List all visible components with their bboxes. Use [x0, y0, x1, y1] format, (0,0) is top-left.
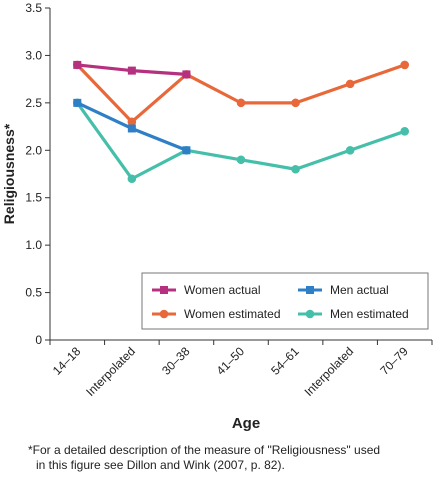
y-tick-labels: 0 0.5 1.0 1.5 2.0 2.5 3.0 3.5	[25, 1, 42, 347]
data-point	[127, 117, 137, 127]
data-point	[345, 145, 355, 155]
legend-label: Women actual	[184, 283, 260, 297]
x-tick-label: 70–79	[377, 344, 411, 378]
data-point	[73, 60, 82, 69]
x-tick-label: Interpolated	[302, 344, 357, 399]
footnote-line-1: *For a detailed description of the measu…	[28, 443, 381, 457]
legend-marker	[306, 286, 314, 294]
legend-marker	[305, 309, 315, 319]
legend-box	[141, 272, 429, 330]
data-point	[73, 98, 82, 107]
data-point	[291, 164, 300, 174]
data-point	[182, 146, 191, 155]
y-tick-label: 2.0	[25, 143, 42, 157]
y-tick-label: 2.5	[25, 96, 42, 110]
y-axis-label: Religiousness*	[1, 123, 17, 224]
x-tick-label: 54–61	[268, 344, 302, 378]
legend-label: Men estimated	[330, 307, 409, 321]
y-tick-label: 1.0	[25, 238, 42, 252]
axis-ticks	[45, 7, 433, 345]
data-point	[127, 66, 136, 75]
data-point	[127, 124, 136, 133]
series-line-women-estimated	[76, 63, 406, 124]
x-tick-label: 14–18	[50, 344, 84, 378]
series-men-actual	[73, 98, 191, 155]
y-tick-label: 3.5	[25, 1, 42, 15]
legend-label: Men actual	[330, 283, 389, 297]
footnote: *For a detailed description of the measu…	[28, 443, 438, 473]
legend-label: Women estimated	[184, 307, 281, 321]
y-tick-label: 1.5	[25, 191, 42, 205]
legend-item-men-actual: Men actual	[298, 283, 389, 297]
series-women-actual	[73, 60, 191, 79]
legend-item-women-actual: Women actual	[152, 283, 260, 297]
data-point	[400, 60, 410, 70]
legend: Women actual Men actual Women estimated Men…	[141, 272, 429, 330]
data-point	[182, 70, 191, 79]
footnote-line-2: in this figure see Dillon and Wink (2007…	[36, 458, 285, 472]
legend-marker	[159, 309, 169, 319]
series-group	[72, 60, 410, 184]
x-tick-label: Interpolated	[83, 344, 138, 399]
y-tick-label: 0	[35, 333, 42, 347]
data-point	[236, 155, 246, 165]
data-point	[291, 98, 300, 108]
line-chart: 14–18 Interpolated 30–38 41–50 54–61 Interpol…	[1, 1, 433, 432]
data-point	[345, 79, 355, 89]
data-point	[127, 174, 137, 184]
y-tick-label: 0.5	[25, 286, 42, 300]
x-tick-labels: 14–18 Interpolated 30–38 41–50 54–61 Interpol…	[50, 344, 411, 399]
legend-item-men-estimated: Men estimated	[298, 307, 409, 321]
x-tick-label: 30–38	[159, 344, 193, 378]
y-tick-label: 3.0	[25, 48, 42, 62]
x-axis-label: Age	[232, 415, 260, 432]
legend-item-women-estimated: Women estimated	[152, 307, 281, 321]
legend-marker	[160, 286, 168, 294]
data-point	[236, 98, 246, 108]
data-point	[400, 127, 410, 136]
x-tick-label: 41–50	[214, 344, 248, 378]
